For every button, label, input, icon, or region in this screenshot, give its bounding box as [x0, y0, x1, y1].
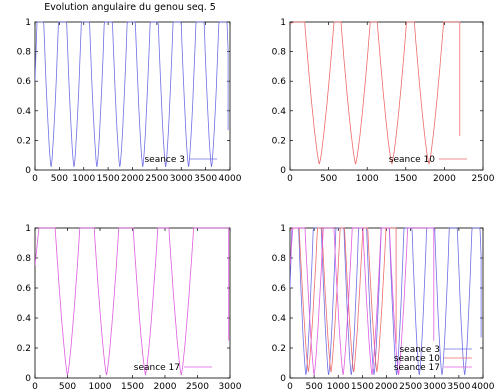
x-tick-label: 0	[287, 382, 293, 392]
legend-label: seance 17	[394, 363, 440, 373]
x-tick-label: 2000	[154, 382, 177, 392]
x-tick-label: 1000	[356, 174, 379, 184]
x-tick-label: 4000	[219, 174, 242, 184]
series-line-seance-17	[35, 227, 230, 376]
y-tick-label: 0.4	[272, 314, 287, 324]
legend-label: seance 17	[134, 363, 180, 373]
y-tick-label: 0.4	[272, 107, 287, 117]
series-line-seance-3	[290, 227, 482, 376]
x-tick-label: 2500	[145, 174, 168, 184]
plot-frame	[34, 21, 231, 171]
legend-label: seance 3	[399, 345, 440, 355]
plot-frame	[289, 227, 484, 379]
legend-label: seance 3	[144, 155, 185, 165]
y-tick-label: 0	[280, 166, 286, 176]
y-tick-label: 0	[25, 166, 31, 176]
x-tick-label: 1500	[97, 174, 120, 184]
y-tick-label: 0.2	[17, 344, 31, 354]
y-tick-label: 0.8	[272, 254, 287, 264]
y-tick-label: 1	[25, 18, 31, 28]
y-tick-label: 0.2	[272, 136, 286, 146]
x-tick-label: 1000	[72, 174, 95, 184]
y-tick-label: 1	[25, 224, 31, 234]
series-line-seance-10	[290, 21, 461, 165]
x-tick-label: 4000	[472, 382, 495, 392]
y-tick-label: 0.6	[272, 77, 287, 87]
y-tick-label: 0.4	[17, 107, 32, 117]
x-tick-label: 3000	[423, 382, 446, 392]
x-tick-label: 3500	[194, 174, 217, 184]
x-tick-label: 500	[306, 382, 323, 392]
x-tick-label: 3500	[447, 382, 470, 392]
y-tick-label: 0.4	[17, 314, 32, 324]
y-tick-label: 0	[280, 374, 286, 384]
x-tick-label: 2500	[186, 382, 209, 392]
x-tick-label: 1500	[351, 382, 374, 392]
x-tick-label: 2000	[375, 382, 398, 392]
x-tick-label: 1500	[394, 174, 417, 184]
series-line-seance-17	[290, 227, 435, 376]
x-tick-label: 3000	[170, 174, 193, 184]
y-tick-label: 0.6	[272, 284, 287, 294]
x-tick-label: 2500	[472, 174, 495, 184]
x-tick-label: 1500	[121, 382, 144, 392]
y-tick-label: 0.6	[17, 284, 32, 294]
y-tick-label: 0.8	[17, 48, 32, 58]
chart-panel-seance-10: 0 500 1000 1500 2000 2500 0 0.2 0.4 0.6 0.8 1 seance…	[272, 18, 495, 184]
x-tick-label: 0	[32, 382, 38, 392]
x-tick-label: 2000	[121, 174, 144, 184]
x-tick-label: 500	[51, 174, 68, 184]
y-tick-label: 1	[280, 224, 286, 234]
y-tick-label: 0.2	[272, 344, 286, 354]
chart-panel-seance-17: 0 500 1000 1500 2000 2500 3000 0 0.2 0.4 0.6 0.8 1 se…	[17, 224, 242, 392]
x-tick-label: 0	[32, 174, 38, 184]
plot-frame	[34, 227, 231, 379]
x-tick-label: 0	[287, 174, 293, 184]
legend-label: seance 10	[389, 155, 436, 165]
x-tick-label: 1000	[327, 382, 350, 392]
y-tick-label: 0.8	[272, 48, 287, 58]
series-line-seance-3	[35, 21, 229, 168]
x-tick-label: 500	[59, 382, 76, 392]
plot-frame	[289, 21, 484, 171]
chart-panel-seance-3: 0 500 1000 1500 2000 2500 3000 3500 4000 0 0.2 0.4 0…	[17, 18, 242, 184]
x-tick-label: 1000	[89, 382, 112, 392]
series-line-seance-10	[290, 227, 397, 373]
x-tick-label: 2000	[433, 174, 456, 184]
figure-title: Evolution angulaire du genou seq. 5	[44, 2, 216, 13]
y-tick-label: 0	[25, 374, 31, 384]
y-tick-label: 1	[280, 18, 286, 28]
y-tick-label: 0.8	[17, 254, 32, 264]
y-tick-label: 0.6	[17, 77, 32, 87]
x-tick-label: 500	[320, 174, 337, 184]
y-tick-label: 0.2	[17, 136, 31, 146]
x-tick-label: 2500	[399, 382, 422, 392]
legend-label: seance 10	[394, 354, 441, 364]
x-tick-label: 3000	[219, 382, 242, 392]
chart-panel-combined: 0 500 1000 1500 2000 2500 3000 3500 4000 0 0.2 0.4 0…	[272, 224, 495, 392]
